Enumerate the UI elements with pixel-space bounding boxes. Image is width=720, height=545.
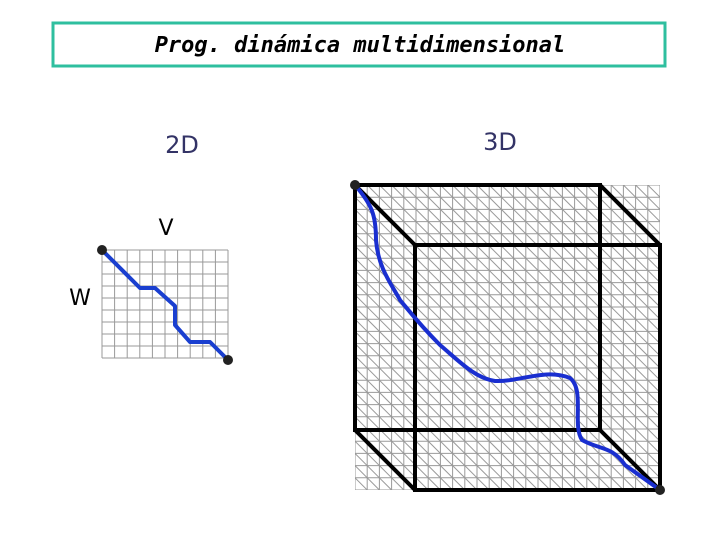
grid-line [355, 440, 405, 490]
endpoints [97, 180, 665, 495]
axis-label: W [69, 286, 91, 311]
grid-line [355, 196, 649, 490]
grid-line [355, 306, 539, 490]
grid-line [355, 245, 600, 490]
grid-line [355, 281, 563, 490]
grid-line [355, 391, 453, 490]
grid-line [366, 185, 660, 479]
grid-line [659, 185, 660, 186]
grid-line [355, 342, 502, 490]
grid-line [403, 185, 660, 442]
grid-line [488, 185, 660, 357]
grid-line [537, 185, 660, 308]
grid-line [391, 185, 660, 455]
grid-line [355, 367, 478, 490]
axis-label: V [158, 216, 173, 241]
grid-3d [355, 185, 660, 490]
path-3d [353, 183, 662, 492]
grid-line [610, 185, 660, 235]
path-2d [100, 248, 230, 362]
grid-line [355, 294, 551, 490]
cube [353, 183, 662, 492]
grid-line [415, 185, 660, 430]
grid-line [355, 403, 441, 490]
grid-line [355, 233, 612, 490]
grid-line [355, 318, 527, 490]
grid-line [464, 185, 660, 381]
panel-label: 3D [483, 128, 517, 156]
grid-line [355, 208, 636, 490]
grid-2d [101, 249, 229, 359]
grid-line [355, 464, 380, 490]
grid-line [586, 185, 660, 259]
grid-line [440, 185, 660, 406]
grid-line [623, 185, 660, 223]
grid-line [355, 452, 392, 490]
grid-line [355, 220, 624, 490]
grid-line [562, 185, 660, 284]
grid-line [355, 416, 429, 490]
grid-line [427, 185, 660, 418]
grid-line [501, 185, 660, 345]
grid-line [452, 185, 660, 394]
grid-line [525, 185, 660, 320]
grid-line [355, 477, 368, 490]
title: Prog. dinámica multidimensional [155, 33, 566, 58]
grid-line [355, 269, 575, 490]
grid-line [476, 185, 660, 369]
grid-line [513, 185, 660, 333]
grid-line [355, 355, 490, 490]
grid-line [355, 379, 466, 490]
grid-line [355, 330, 514, 490]
panel-label: 2D [165, 131, 199, 159]
grid-line [574, 185, 660, 272]
title-box [51, 21, 667, 68]
grid-line [379, 185, 660, 467]
